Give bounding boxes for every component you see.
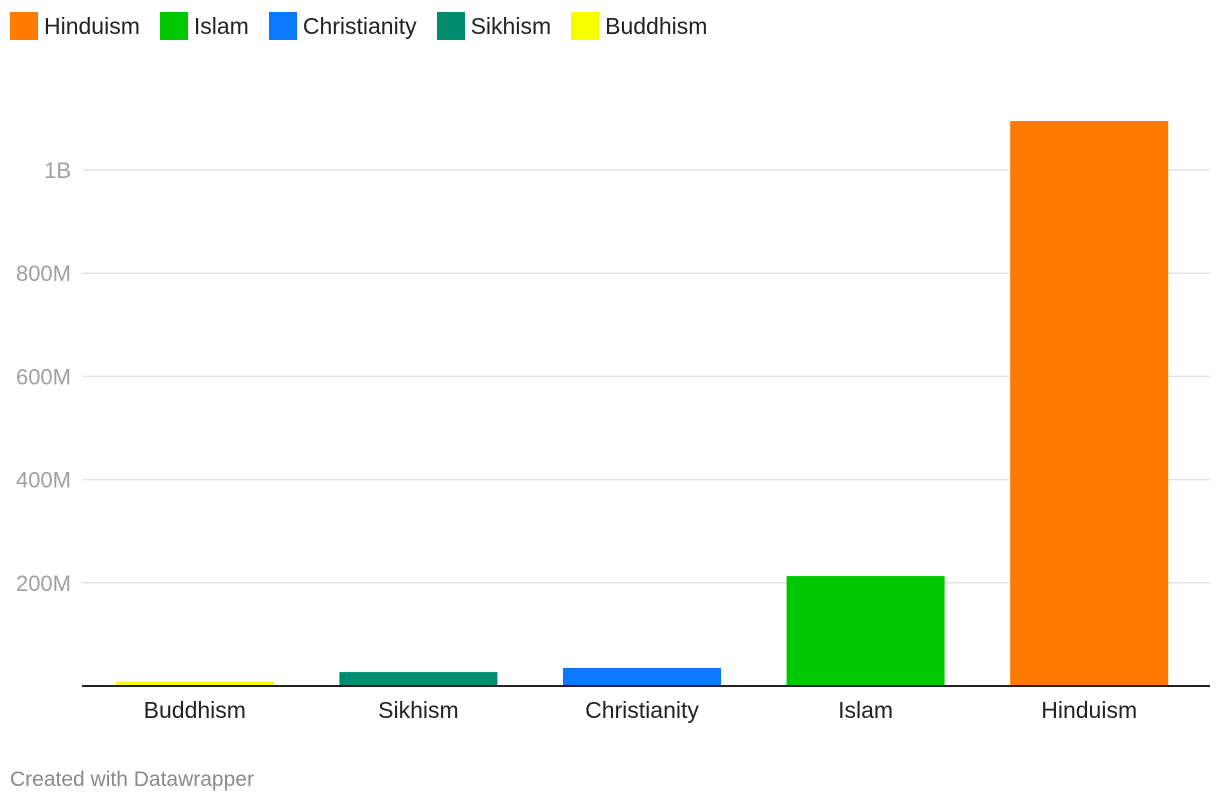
legend-label-hinduism: Hinduism <box>44 12 140 39</box>
legend-label-sikhism: Sikhism <box>470 12 552 39</box>
legend: Hinduism Islam Christianity Sikhism Budd… <box>10 10 727 42</box>
y-tick-label: 400M <box>16 468 71 493</box>
footer-credit: Created with Datawrapper <box>10 768 254 791</box>
legend-swatch-islam <box>159 12 188 40</box>
bar-hinduism <box>1010 120 1169 687</box>
legend-label-christianity: Christianity <box>302 12 417 39</box>
legend-swatch-christianity <box>268 12 297 40</box>
bar-buddhism <box>115 681 274 686</box>
legend-swatch-hinduism <box>10 12 38 40</box>
legend-item-sikhism: Sikhism <box>436 12 552 40</box>
x-tick-label: Buddhism <box>144 697 246 723</box>
legend-swatch-buddhism <box>571 12 600 40</box>
x-tick-label: Christianity <box>585 697 699 723</box>
x-tick-label: Sikhism <box>378 697 459 723</box>
bar-sikhism <box>339 672 498 686</box>
x-tick-label: Islam <box>838 697 893 723</box>
y-tick-label: 600M <box>16 364 71 389</box>
x-tick-label: Hinduism <box>1041 697 1137 723</box>
legend-item-hinduism: Hinduism <box>10 12 140 40</box>
y-tick-label: 1B <box>44 158 71 183</box>
legend-label-buddhism: Buddhism <box>605 12 708 39</box>
y-tick-label: 800M <box>16 261 71 286</box>
legend-item-christianity: Christianity <box>268 12 417 40</box>
bar-christianity <box>563 667 721 686</box>
bar-islam <box>786 576 945 686</box>
legend-label-islam: Islam <box>193 12 249 39</box>
legend-swatch-sikhism <box>436 12 465 40</box>
legend-item-buddhism: Buddhism <box>571 12 707 40</box>
y-tick-label: 200M <box>16 571 71 596</box>
legend-item-islam: Islam <box>159 12 249 40</box>
